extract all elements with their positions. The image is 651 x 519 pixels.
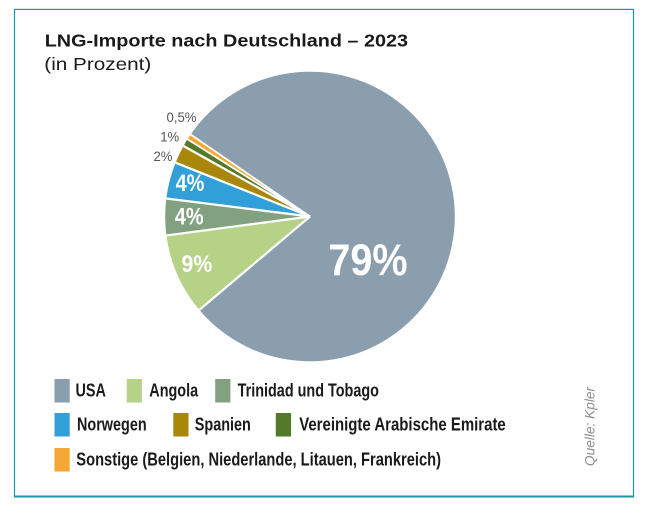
svg-text:Norwegen: Norwegen <box>77 414 147 435</box>
svg-text:2%: 2% <box>153 149 172 164</box>
svg-text:9%: 9% <box>182 250 213 278</box>
svg-text:LNG-Importe nach Deutschland –: LNG-Importe nach Deutschland – 2023 <box>45 30 408 50</box>
svg-text:Trinidad und Tobago: Trinidad und Tobago <box>238 380 379 401</box>
svg-text:(in Prozent): (in Prozent) <box>44 55 151 74</box>
svg-text:Sonstige (Belgien, Niederlande: Sonstige (Belgien, Niederlande, Litauen,… <box>76 449 441 470</box>
svg-text:USA: USA <box>76 380 106 401</box>
svg-text:Spanien: Spanien <box>195 414 251 435</box>
svg-text:Vereinigte Arabische Emirate: Vereinigte Arabische Emirate <box>299 414 506 435</box>
svg-text:79%: 79% <box>328 235 407 285</box>
svg-text:Quelle: Kpler: Quelle: Kpler <box>583 385 598 466</box>
svg-text:4%: 4% <box>175 203 204 230</box>
svg-text:4%: 4% <box>176 169 205 196</box>
svg-text:0,5%: 0,5% <box>167 110 197 125</box>
svg-text:1%: 1% <box>160 129 179 144</box>
svg-text:Angola: Angola <box>149 380 198 401</box>
